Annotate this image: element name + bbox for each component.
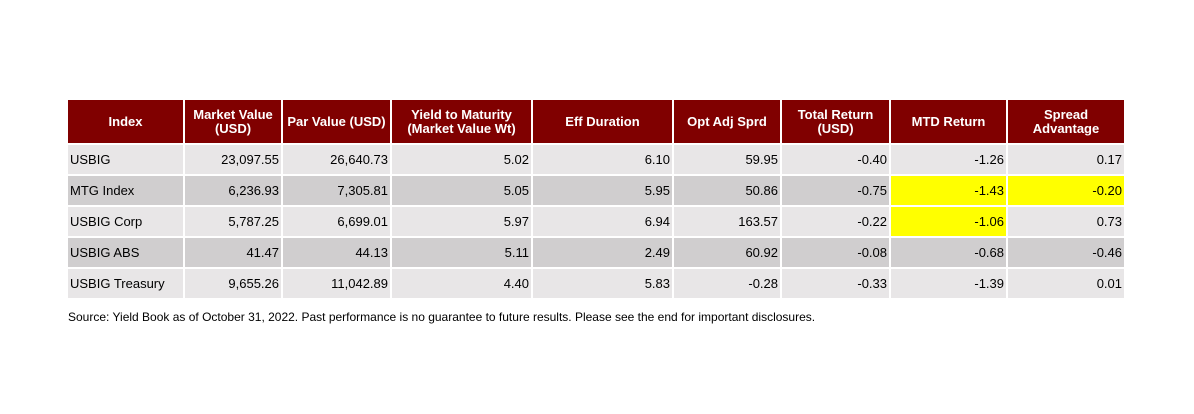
cell: 5.11 — [391, 236, 533, 268]
cell: 59.95 — [673, 143, 782, 175]
cell: -0.46 — [1007, 236, 1124, 268]
column-header: MTD Return — [890, 100, 1008, 144]
cell: -0.20 — [1007, 174, 1124, 206]
cell: 5.05 — [391, 174, 533, 206]
cell: 163.57 — [673, 205, 782, 237]
table-row: USBIG Treasury 9,655.26 11,042.89 4.40 5.83-… — [68, 267, 1124, 298]
cell: -0.08 — [781, 236, 891, 268]
cell: -0.40 — [781, 143, 891, 175]
row-label: MTG Index — [68, 174, 185, 206]
cell: 5.95 — [532, 174, 674, 206]
row-label: USBIG Treasury — [68, 267, 185, 298]
cell: 2.49 — [532, 236, 674, 268]
cell: 6,236.93 — [184, 174, 283, 206]
cell: 0.01 — [1007, 267, 1124, 298]
cell: 5,787.25 — [184, 205, 283, 237]
cell: 6.10 — [532, 143, 674, 175]
cell: 5.02 — [391, 143, 533, 175]
column-header: Yield to Maturity (Market Value Wt) — [391, 100, 533, 144]
row-label: USBIG — [68, 143, 185, 175]
row-label: USBIG ABS — [68, 236, 185, 268]
cell: 0.17 — [1007, 143, 1124, 175]
cell: 4.40 — [391, 267, 533, 298]
cell: -0.22 — [781, 205, 891, 237]
header-row: Index Market Value (USD) Par Value (USD) Yi… — [68, 100, 1124, 144]
cell: -0.68 — [890, 236, 1008, 268]
table-row: MTG Index 6,236.93 7,305.81 5.05 5.95 50.86 -0… — [68, 174, 1124, 206]
cell: -1.06 — [890, 205, 1008, 237]
source-note: Source: Yield Book as of October 31, 202… — [68, 310, 816, 324]
cell: 44.13 — [282, 236, 392, 268]
table-row: USBIG ABS 41.47 44.13 5.11 2.49 60.92 -0.08 -0.… — [68, 236, 1124, 268]
column-header: Eff Duration — [532, 100, 674, 144]
cell: -1.39 — [890, 267, 1008, 298]
cell: 23,097.55 — [184, 143, 283, 175]
column-header: Spread Advantage — [1007, 100, 1124, 144]
table-row: USBIG 23,097.55 26,640.73 5.02 6.10 59.95 -0.4… — [68, 143, 1124, 175]
cell: 7,305.81 — [282, 174, 392, 206]
cell: 26,640.73 — [282, 143, 392, 175]
column-header: Par Value (USD) — [282, 100, 392, 144]
column-header: Opt Adj Sprd — [673, 100, 782, 144]
cell: 5.97 — [391, 205, 533, 237]
cell: -1.26 — [890, 143, 1008, 175]
column-header: Index — [68, 100, 185, 144]
table-row: USBIG Corp 5,787.25 6,699.01 5.97 6.94 163.57… — [68, 205, 1124, 237]
row-label: USBIG Corp — [68, 205, 185, 237]
cell: -1.43 — [890, 174, 1008, 206]
cell: 9,655.26 — [184, 267, 283, 298]
cell: -0.28 — [673, 267, 782, 298]
cell: 11,042.89 — [282, 267, 392, 298]
table-body: USBIG 23,097.55 26,640.73 5.02 6.10 59.95 -0.4… — [68, 143, 1124, 298]
cell: 41.47 — [184, 236, 283, 268]
cell: 5.83 — [532, 267, 674, 298]
column-header: Market Value (USD) — [184, 100, 283, 144]
cell: -0.33 — [781, 267, 891, 298]
cell: -0.75 — [781, 174, 891, 206]
cell: 6,699.01 — [282, 205, 392, 237]
data-table: Index Market Value (USD) Par Value (USD) Yi… — [68, 100, 1124, 298]
column-header: Total Return (USD) — [781, 100, 891, 144]
cell: 50.86 — [673, 174, 782, 206]
cell: 6.94 — [532, 205, 674, 237]
cell: 60.92 — [673, 236, 782, 268]
cell: 0.73 — [1007, 205, 1124, 237]
